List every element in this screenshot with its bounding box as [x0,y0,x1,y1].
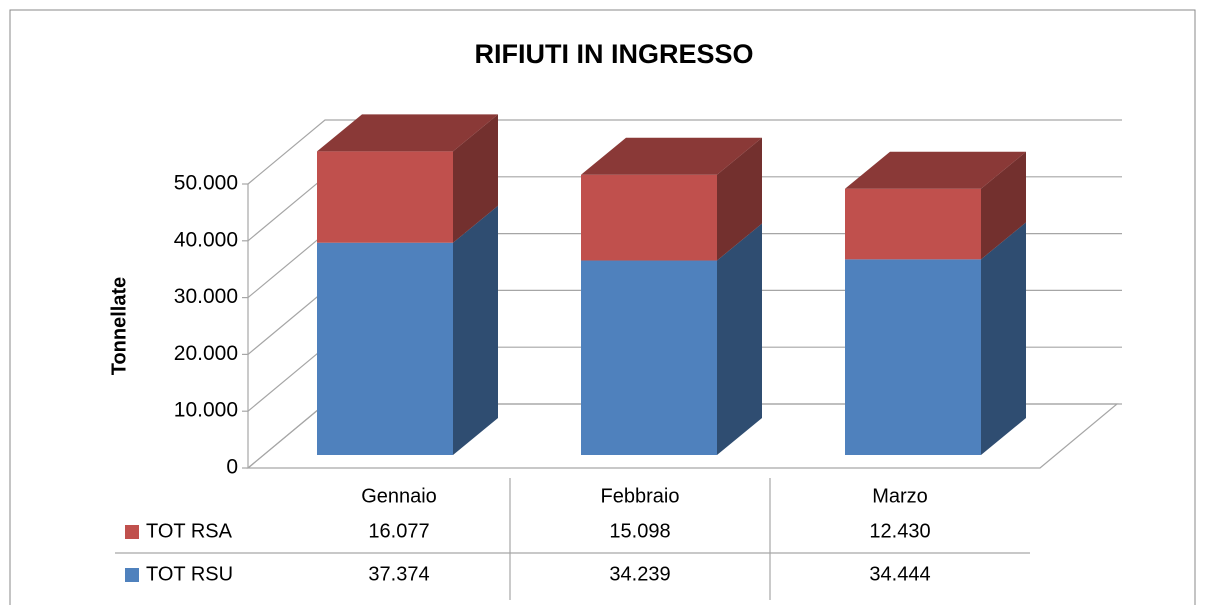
y-tick-label: 50.000 [174,172,238,195]
bar [581,260,717,455]
bar-top [581,137,762,175]
legend-label: TOT RSU [146,563,233,585]
table-value: 34.444 [869,563,930,585]
bar-side [981,151,1026,260]
bar-top [317,114,498,152]
bar-top [845,151,1026,189]
table-value: 16.077 [368,520,429,542]
table-value: 12.430 [869,520,930,542]
bar-side [717,137,762,261]
x-tick-label: Marzo [872,485,928,507]
chart-frame [9,9,1196,605]
y-tick-label: 40.000 [174,228,238,251]
y-tick-label: 0 [226,456,238,479]
grid-line [247,119,1122,185]
bar-side [453,114,498,243]
legend-swatch [125,525,139,539]
bar [581,174,717,261]
bar [317,242,453,455]
bar [845,259,981,455]
bar-side [453,205,498,455]
y-tick-label: 20.000 [174,342,238,365]
x-tick-label: Gennaio [361,485,437,507]
table-value: 37.374 [368,563,429,585]
legend-swatch [125,568,139,582]
chart-title: RIFIUTI IN INGRESSO [474,39,753,69]
y-tick-label: 10.000 [174,399,238,422]
x-tick-label: Febbraio [601,485,680,507]
legend-label: TOT RSA [146,520,233,542]
table-value: 15.098 [609,520,670,542]
table-value: 34.239 [609,563,670,585]
bar-side [717,223,762,455]
y-axis-label: Tonnellate [108,277,130,376]
bar-side [981,222,1026,455]
bar [845,188,981,260]
bar [317,151,453,243]
y-tick-label: 30.000 [174,285,238,308]
